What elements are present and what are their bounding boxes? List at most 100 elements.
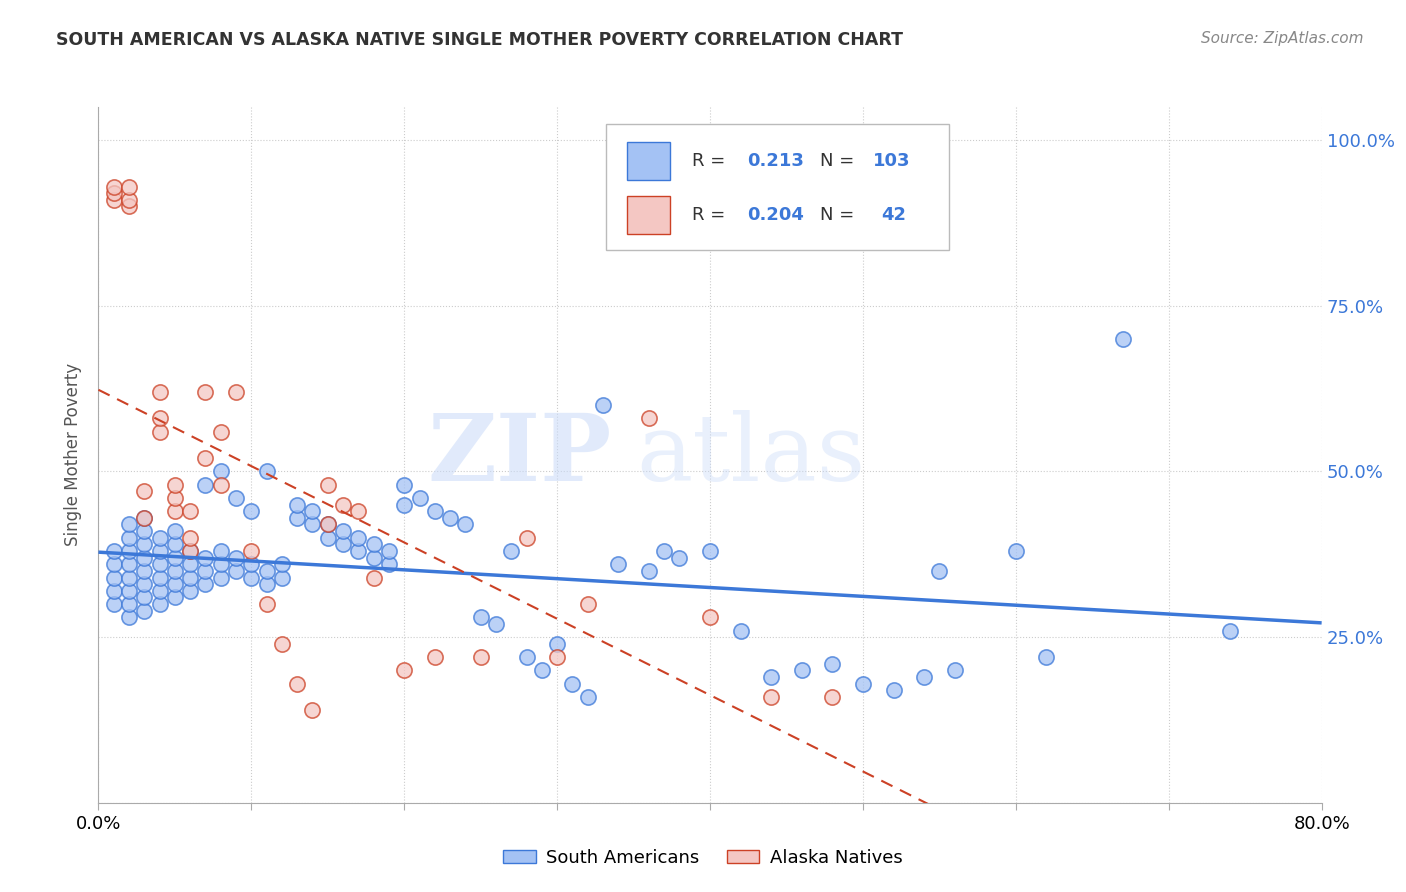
Point (103, 597, 125, 611)
Point (546, 650, 568, 665)
Point (103, 583, 125, 598)
Point (134, 484, 156, 499)
Point (118, 531, 141, 545)
Point (134, 511, 156, 525)
Point (149, 544, 172, 558)
Point (912, 670, 935, 684)
Text: ZIP: ZIP (427, 410, 612, 500)
Point (149, 384, 172, 399)
Text: N =: N = (820, 206, 860, 224)
Point (301, 517, 323, 532)
Point (134, 577, 156, 591)
Point (699, 610, 721, 624)
Point (194, 477, 217, 491)
Point (668, 550, 690, 565)
Point (194, 384, 217, 399)
Point (821, 690, 844, 704)
Point (163, 537, 186, 551)
Text: N =: N = (820, 153, 860, 170)
Point (378, 558, 401, 572)
Point (163, 550, 186, 565)
Point (209, 558, 232, 572)
Point (179, 531, 201, 545)
Point (118, 517, 141, 532)
Point (1035, 650, 1057, 665)
Y-axis label: Single Mother Poverty: Single Mother Poverty (65, 363, 83, 547)
Point (103, 558, 125, 572)
Point (103, 570, 125, 584)
Point (179, 558, 201, 572)
Point (592, 398, 614, 412)
Point (790, 663, 813, 677)
Point (194, 577, 217, 591)
Point (194, 550, 217, 565)
Point (316, 517, 339, 532)
Point (316, 517, 339, 532)
Point (118, 179, 141, 194)
FancyBboxPatch shape (627, 195, 669, 234)
Point (209, 465, 232, 479)
Point (699, 544, 721, 558)
Point (240, 504, 263, 518)
Point (209, 425, 232, 439)
Point (347, 531, 370, 545)
Point (209, 544, 232, 558)
Point (149, 531, 172, 545)
Text: 0.213: 0.213 (747, 153, 804, 170)
FancyBboxPatch shape (627, 142, 669, 180)
FancyBboxPatch shape (606, 124, 949, 250)
Point (332, 498, 354, 512)
Point (1004, 544, 1026, 558)
Point (423, 650, 446, 665)
Point (392, 663, 416, 677)
Point (1112, 332, 1135, 346)
Point (470, 650, 492, 665)
Point (576, 597, 599, 611)
Point (561, 676, 583, 690)
Point (256, 564, 278, 578)
Point (149, 411, 172, 425)
Point (163, 504, 186, 518)
Point (759, 670, 782, 684)
Point (301, 504, 323, 518)
Point (316, 477, 339, 491)
Point (347, 544, 370, 558)
Legend: South Americans, Alaska Natives: South Americans, Alaska Natives (496, 842, 910, 874)
Point (270, 570, 292, 584)
Point (759, 690, 782, 704)
Point (316, 531, 339, 545)
Point (149, 583, 172, 598)
Point (149, 597, 172, 611)
Point (652, 544, 675, 558)
Point (103, 544, 125, 558)
Point (285, 676, 308, 690)
Point (163, 577, 186, 591)
Point (179, 583, 201, 598)
Point (163, 564, 186, 578)
Text: 42: 42 (882, 206, 907, 224)
Point (134, 564, 156, 578)
Point (240, 570, 263, 584)
Point (103, 186, 125, 201)
Point (363, 550, 385, 565)
Point (225, 564, 247, 578)
Point (408, 491, 430, 505)
Point (179, 544, 201, 558)
Point (730, 624, 752, 638)
Point (209, 570, 232, 584)
Point (454, 517, 477, 532)
Point (392, 498, 416, 512)
Point (118, 199, 141, 213)
Point (225, 491, 247, 505)
Point (301, 703, 323, 717)
Point (163, 477, 186, 491)
Point (179, 504, 201, 518)
Point (134, 511, 156, 525)
Point (118, 558, 141, 572)
Point (240, 544, 263, 558)
Point (149, 425, 172, 439)
Point (1219, 624, 1241, 638)
Point (270, 558, 292, 572)
Point (439, 511, 461, 525)
Point (256, 465, 278, 479)
